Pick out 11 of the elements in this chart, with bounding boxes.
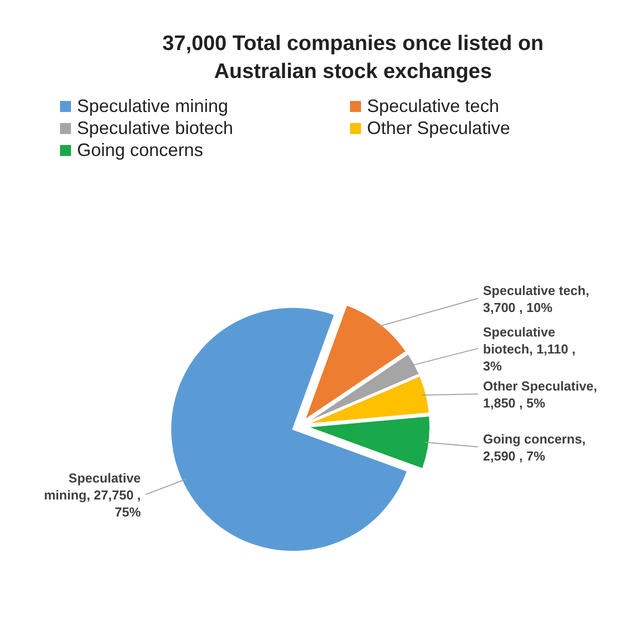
- chart-title: 37,000 Total companies once listed on Australian stock exchanges: [162, 32, 544, 83]
- legend-label: Speculative tech: [367, 96, 500, 116]
- data-label: Speculative biotech, 1,110 , 3%: [483, 324, 576, 374]
- legend-label: Going concerns: [77, 140, 204, 160]
- data-label: Speculative mining, 27,750 , 75%: [44, 470, 142, 520]
- legend-label: Other Speculative: [367, 118, 510, 138]
- legend-label: Speculative biotech: [77, 118, 234, 138]
- data-label: Speculative tech, 3,700 , 10%: [483, 282, 590, 315]
- data-label: Going concerns, 2,590 , 7%: [483, 431, 586, 464]
- data-label: Other Speculative, 1,850 , 5%: [483, 378, 598, 410]
- legend-label: Speculative mining: [77, 96, 228, 116]
